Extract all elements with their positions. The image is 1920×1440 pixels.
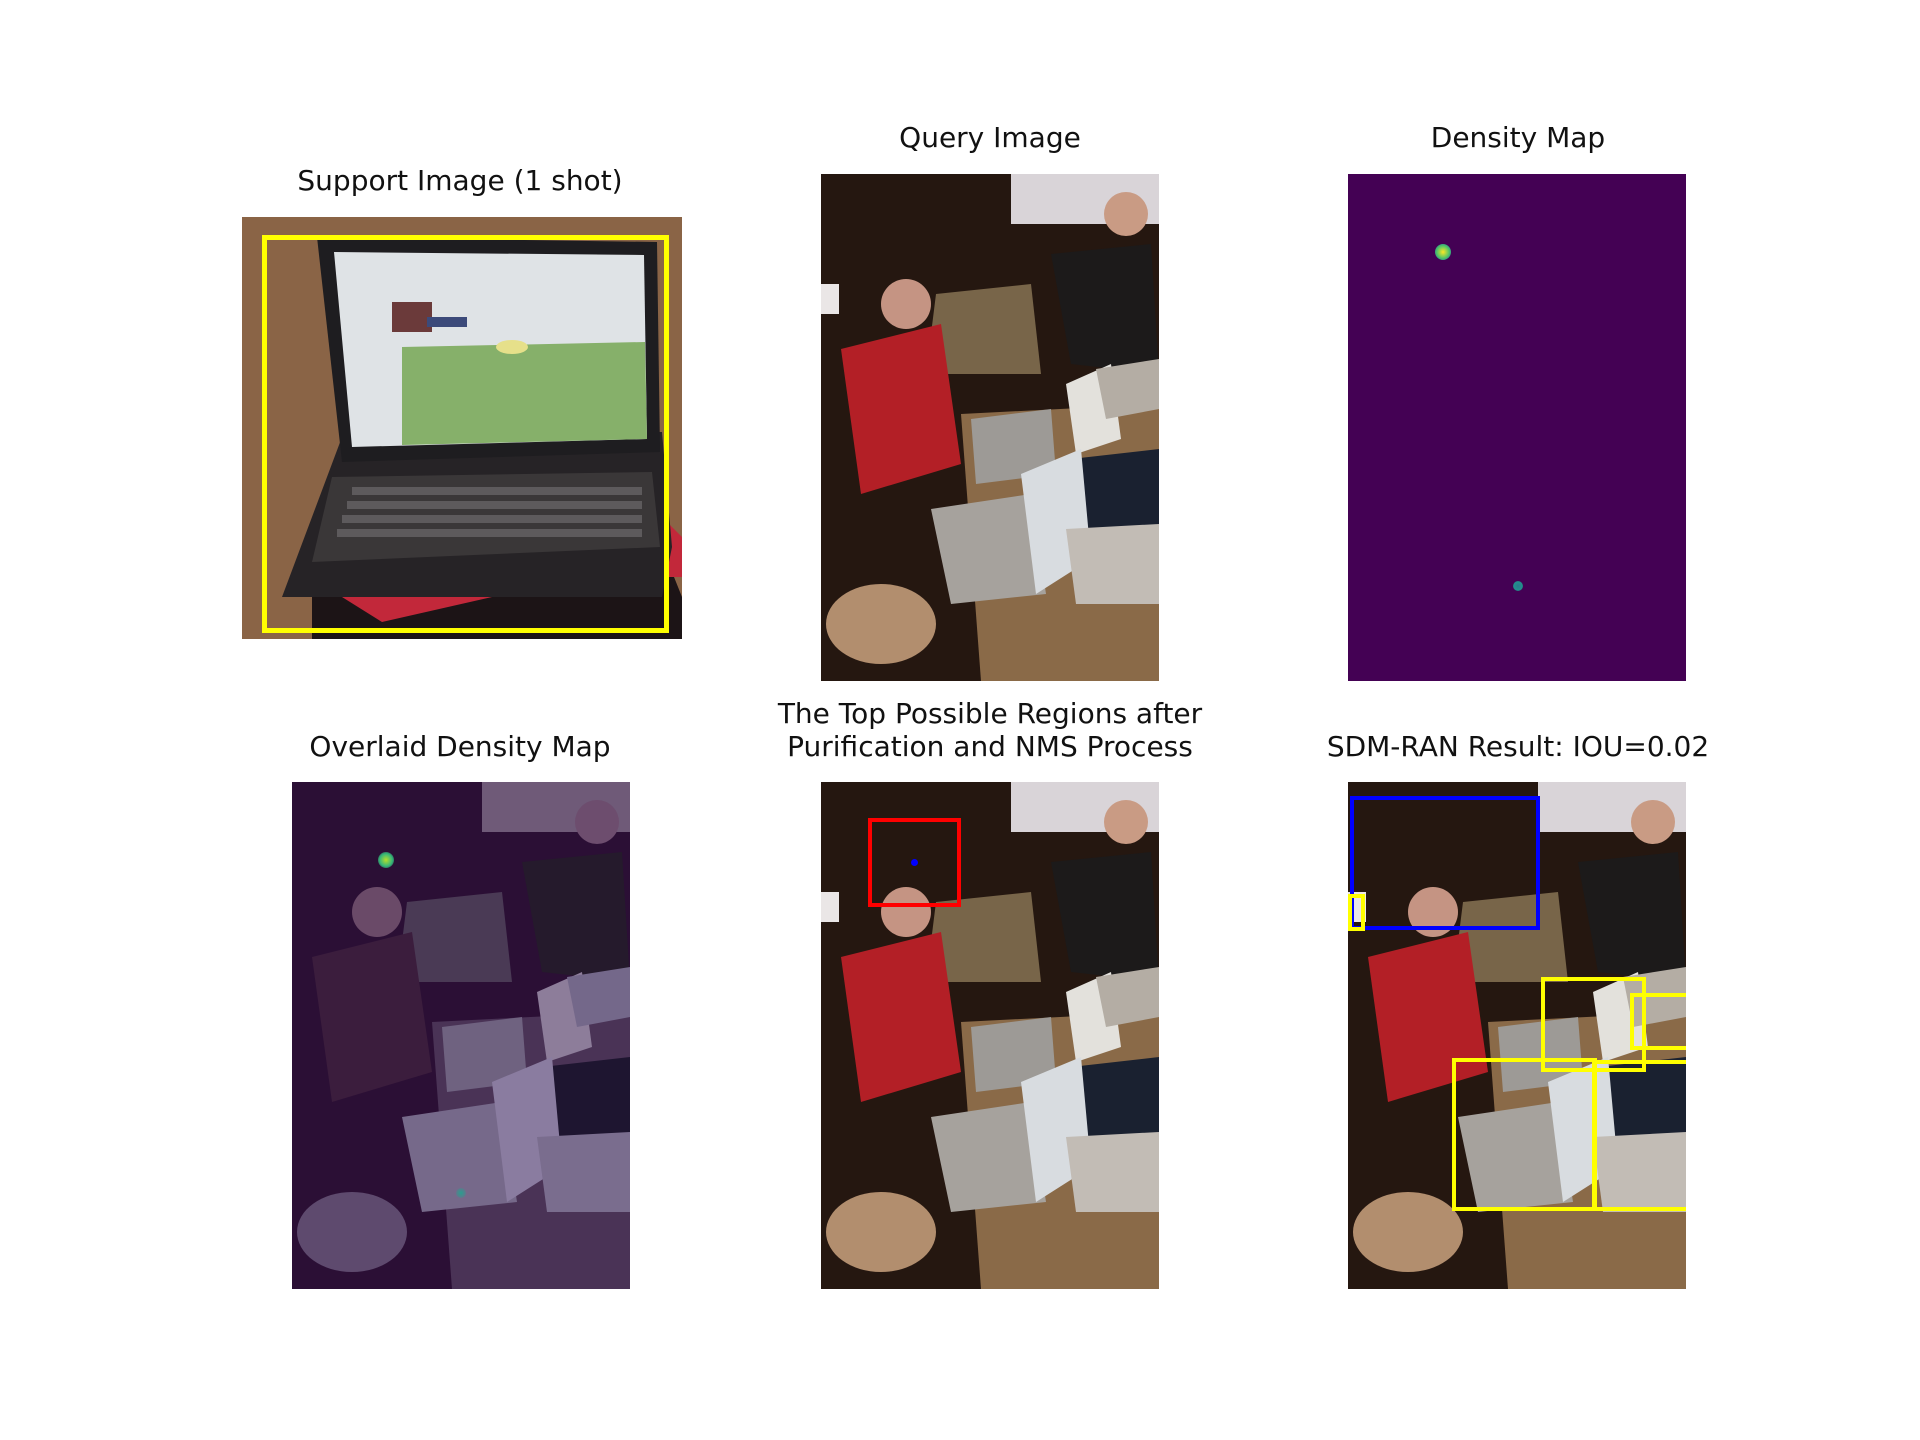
regions-title: The Top Possible Regions after Purificat… <box>720 697 1260 763</box>
overlaid-scene <box>292 782 630 1289</box>
prediction-box-1 <box>1348 894 1365 931</box>
density-peak-1 <box>1435 244 1451 260</box>
query-image <box>821 174 1159 681</box>
overlay-peak-2 <box>456 1188 466 1198</box>
density-peak-2 <box>1513 581 1523 591</box>
regions-scene <box>821 782 1159 1289</box>
overlaid-density-map-title: Overlaid Density Map <box>309 730 611 763</box>
ground-truth-box <box>1350 796 1540 930</box>
region-box <box>868 818 961 907</box>
regions-title-line-2: Purification and NMS Process <box>787 730 1193 763</box>
result-scene <box>1348 782 1686 1289</box>
result-title: SDM-RAN Result: IOU=0.02 <box>1326 730 1710 763</box>
region-center-point <box>911 859 918 866</box>
prediction-box-5 <box>1592 1060 1686 1211</box>
regions-image <box>821 782 1159 1289</box>
prediction-box-4 <box>1452 1058 1597 1211</box>
query-image-title: Query Image <box>899 121 1081 154</box>
support-image-scene <box>242 217 682 639</box>
density-map <box>1348 174 1686 681</box>
overlaid-density-map <box>292 782 630 1289</box>
density-map-title: Density Map <box>1430 121 1606 154</box>
support-bounding-box <box>262 235 669 633</box>
regions-title-line-1: The Top Possible Regions after <box>777 697 1203 730</box>
query-image-scene <box>821 174 1159 681</box>
prediction-box-3 <box>1630 993 1686 1050</box>
support-image-title: Support Image (1 shot) <box>297 164 623 197</box>
support-image <box>242 217 682 639</box>
overlay-peak-1 <box>378 852 394 868</box>
result-image <box>1348 782 1686 1289</box>
